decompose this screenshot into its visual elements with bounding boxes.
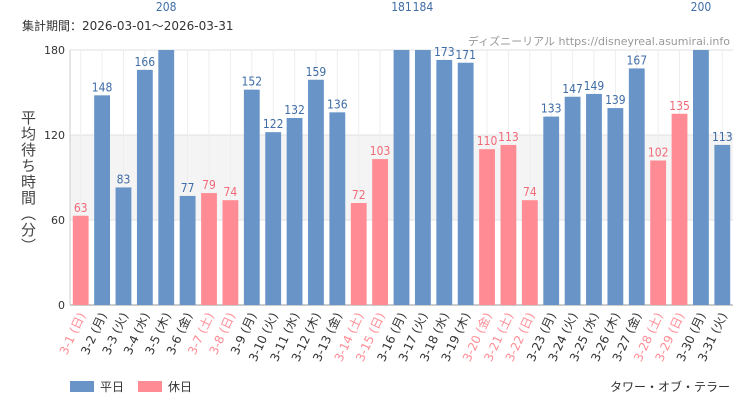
y-tick-label: 0 bbox=[58, 299, 65, 312]
data-label: 72 bbox=[352, 188, 366, 202]
bar-3-17 bbox=[414, 50, 431, 305]
data-label: 133 bbox=[541, 102, 562, 116]
bar-3-23 bbox=[543, 116, 560, 305]
data-label: 77 bbox=[181, 181, 195, 195]
bar-3-2 bbox=[94, 95, 110, 305]
bar-3-19 bbox=[457, 62, 474, 305]
attraction-name: タワー・オブ・テラー bbox=[609, 380, 730, 394]
y-tick-label: 60 bbox=[51, 214, 65, 227]
bar-3-5 bbox=[158, 50, 175, 305]
data-label: 74 bbox=[523, 185, 537, 199]
data-label: 200 bbox=[691, 0, 712, 14]
y-axis-title: 平均待ち時間（分） bbox=[19, 110, 37, 254]
data-label: 79 bbox=[202, 178, 216, 192]
bar-3-29 bbox=[671, 113, 688, 305]
data-label: 139 bbox=[605, 93, 626, 107]
bar-3-7 bbox=[201, 193, 217, 305]
data-label: 184 bbox=[413, 0, 434, 14]
bar-3-21 bbox=[500, 144, 517, 305]
bar-3-6 bbox=[179, 195, 196, 305]
bar-3-1 bbox=[72, 215, 89, 305]
bar-3-15 bbox=[372, 159, 389, 305]
data-label: 83 bbox=[117, 172, 131, 186]
bar-3-10 bbox=[265, 132, 282, 305]
bar-3-30 bbox=[693, 50, 709, 305]
y-tick-label: 120 bbox=[44, 129, 65, 142]
bar-3-4 bbox=[136, 69, 153, 305]
bar-3-14 bbox=[350, 203, 367, 305]
data-label: 171 bbox=[455, 48, 476, 62]
legend-item-holiday[interactable]: 休日 bbox=[138, 378, 192, 395]
bar-3-20 bbox=[479, 149, 495, 305]
data-label: 110 bbox=[477, 134, 498, 148]
data-label: 166 bbox=[135, 55, 156, 69]
data-label: 208 bbox=[156, 0, 177, 14]
bar-3-13 bbox=[329, 112, 346, 305]
legend-label-weekday: 平日 bbox=[100, 380, 125, 394]
data-label: 103 bbox=[370, 144, 391, 158]
legend-label-holiday: 休日 bbox=[168, 380, 193, 394]
legend-swatch-weekday bbox=[70, 381, 94, 392]
data-label: 147 bbox=[562, 82, 583, 96]
legend: 平日 休日 bbox=[70, 378, 206, 395]
bar-3-22 bbox=[521, 200, 538, 305]
data-label: 122 bbox=[263, 117, 284, 131]
data-label: 102 bbox=[648, 146, 669, 160]
data-label: 152 bbox=[241, 75, 262, 89]
bar-3-18 bbox=[436, 59, 453, 305]
data-label: 132 bbox=[284, 103, 305, 117]
data-label: 135 bbox=[669, 99, 690, 113]
bar-3-28 bbox=[650, 160, 667, 305]
legend-swatch-holiday bbox=[138, 381, 163, 392]
bar-3-24 bbox=[564, 96, 581, 305]
data-label: 113 bbox=[712, 130, 733, 144]
bar-3-16 bbox=[393, 50, 410, 305]
bar-3-26 bbox=[607, 108, 624, 305]
data-label: 136 bbox=[327, 97, 348, 111]
data-label: 149 bbox=[584, 79, 605, 93]
bar-3-11 bbox=[286, 118, 303, 305]
data-label: 63 bbox=[74, 201, 88, 215]
bar-3-8 bbox=[222, 200, 239, 305]
data-label: 173 bbox=[434, 45, 455, 59]
legend-item-weekday[interactable]: 平日 bbox=[70, 378, 124, 395]
bar-3-12 bbox=[308, 79, 324, 305]
bar-3-27 bbox=[628, 68, 645, 306]
data-label: 167 bbox=[626, 53, 647, 67]
data-label: 148 bbox=[92, 80, 113, 94]
y-tick-label: 180 bbox=[44, 44, 65, 57]
bar-3-25 bbox=[586, 93, 602, 306]
period-label: 集計期間：2026-03-01～2026-03-31 bbox=[22, 19, 234, 33]
data-label: 74 bbox=[224, 185, 238, 199]
source-credit: ディズニーリアル https://disneyreal.asumirai.inf… bbox=[467, 35, 730, 48]
data-label: 159 bbox=[306, 65, 327, 79]
bar-3-9 bbox=[243, 89, 260, 306]
bar-3-31 bbox=[714, 144, 731, 305]
data-label: 113 bbox=[498, 130, 519, 144]
data-label: 181 bbox=[391, 0, 412, 14]
bar-3-3 bbox=[115, 187, 132, 305]
